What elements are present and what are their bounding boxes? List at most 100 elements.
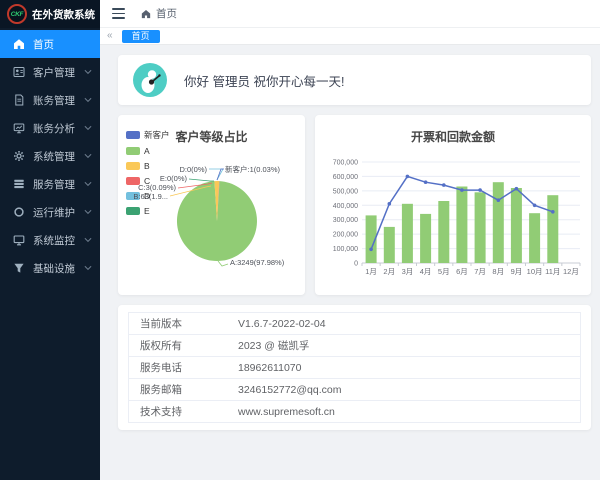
bar-2月[interactable] <box>383 226 395 263</box>
info-row-value: 2023 @ 磁凯孚 <box>238 340 310 352</box>
pie-slice-A[interactable] <box>176 181 257 261</box>
chevron-down-icon <box>84 237 92 243</box>
chevron-down-icon <box>84 125 92 131</box>
sidebar-item-运行维护[interactable]: 运行维护 <box>0 198 100 226</box>
legend-swatch <box>126 147 140 155</box>
y-axis-tick-label: 700,000 <box>333 160 358 167</box>
top-navbar: 首页 <box>100 0 600 28</box>
legend-item-D[interactable]: D <box>126 191 170 201</box>
info-row-label: 服务邮箱 <box>140 384 182 396</box>
sidebar-item-label: 首页 <box>33 38 54 51</box>
bar-7月[interactable] <box>474 192 486 263</box>
sidebar-item-系统管理[interactable]: 系统管理 <box>0 142 100 170</box>
tabs-collapse-icon[interactable]: « <box>107 30 113 41</box>
bar-5月[interactable] <box>438 201 450 263</box>
line-point-10月[interactable] <box>532 203 537 208</box>
info-row-label: 当前版本 <box>140 318 182 330</box>
legend-item-B[interactable]: B <box>126 161 170 171</box>
bar-8月[interactable] <box>492 182 504 263</box>
sidebar-item-账务分析[interactable]: 账务分析 <box>0 114 100 142</box>
greeting-card: 你好 管理员 祝你开心每一天! <box>118 55 591 105</box>
line-point-9月[interactable] <box>514 186 519 191</box>
chevron-down-icon <box>84 209 92 215</box>
table-row: 当前版本 V1.6.7-2022-02-04 <box>129 313 580 334</box>
line-point-1月[interactable] <box>369 247 373 252</box>
y-axis-tick-label: 300,000 <box>333 217 358 224</box>
x-axis-label: 2月 <box>383 267 395 276</box>
line-point-4月[interactable] <box>423 180 428 184</box>
line-point-2月[interactable] <box>387 202 392 206</box>
sidebar-item-系统监控[interactable]: 系统监控 <box>0 226 100 254</box>
x-axis-label: 4月 <box>420 267 432 276</box>
sidebar-item-客户管理[interactable]: 客户管理 <box>0 58 100 86</box>
bar-4月[interactable] <box>420 213 432 263</box>
y-axis-tick-label: 400,000 <box>333 203 358 210</box>
line-point-6月[interactable] <box>460 188 464 192</box>
info-table: 当前版本 V1.6.7-2022-02-04 版权所有 2023 @ 磁凯孚 服务电话 1… <box>128 312 581 423</box>
legend-label: E <box>144 206 150 216</box>
pie-callout-label: E:0(0%) <box>160 174 188 183</box>
line-point-5月[interactable] <box>442 183 446 187</box>
breadcrumb[interactable]: 首页 <box>141 6 177 21</box>
legend-item-A[interactable]: A <box>126 146 170 156</box>
x-axis-label: 5月 <box>438 267 450 276</box>
chevron-down-icon <box>84 265 92 271</box>
ledger-icon <box>13 94 25 106</box>
info-row-label: 版权所有 <box>140 340 182 352</box>
logo-badge-icon: CKF <box>7 4 27 24</box>
line-point-8月[interactable] <box>496 198 501 202</box>
app-logo: CKF 在外货款系统 <box>0 0 100 28</box>
info-row-value: V1.6.7-2022-02-04 <box>238 317 326 330</box>
mascot-icon <box>141 70 161 93</box>
chevron-down-icon <box>84 153 92 159</box>
pie-slice-C[interactable] <box>217 181 220 221</box>
line-point-3月[interactable] <box>405 174 410 179</box>
bar-11月[interactable] <box>547 195 559 263</box>
pie-callout-line <box>216 168 224 181</box>
pie-chart: D:0(0%) 新客户:1(0.03%) E:0(0%)C:3(0.09%)B:63… <box>133 164 285 267</box>
sidebar-item-基础设施[interactable]: 基础设施 <box>0 254 100 282</box>
legend-item-C[interactable]: C <box>126 176 170 186</box>
sidebar-item-服务管理[interactable]: 服务管理 <box>0 170 100 198</box>
bar-3月[interactable] <box>401 203 413 263</box>
legend-item-新客户[interactable]: 新客户 <box>126 129 170 141</box>
bar-9月[interactable] <box>510 188 522 263</box>
legend-swatch <box>126 192 140 200</box>
sidebar-item-账务管理[interactable]: 账务管理 <box>0 86 100 114</box>
line-point-11月[interactable] <box>551 210 555 214</box>
avatar <box>133 63 167 97</box>
bar-1月[interactable] <box>365 215 377 263</box>
bar-10月[interactable] <box>529 213 541 263</box>
tab-home[interactable]: 首页 <box>121 29 160 43</box>
pie-slice-新客户[interactable] <box>217 181 220 221</box>
y-axis-tick-label: 500,000 <box>333 188 358 195</box>
legend-label: A <box>144 146 150 156</box>
bar-6月[interactable] <box>456 186 468 264</box>
main-area: 首页 « 首页 你好 管理员 祝你开心每一天! <box>100 0 600 480</box>
sidebar-item-label: 账务管理 <box>33 94 75 107</box>
table-row: 服务邮箱 3246152772@qq.com <box>129 378 580 400</box>
pie-callout-line <box>217 260 229 267</box>
pie-callout-label: A:3249(97.98%) <box>230 258 285 267</box>
x-axis-label: 10月 <box>527 267 543 276</box>
pie-callout-label: 新客户:1(0.03%) <box>225 164 281 174</box>
y-axis-tick-label: 600,000 <box>333 174 358 181</box>
sidebar-item-label: 账务分析 <box>33 122 75 135</box>
pie-slice-B[interactable] <box>214 180 220 221</box>
pie-chart-card: 新客户 A B C D E 客户等级占比 D:0(0%) 新客户:1(0.03%) E:0(0… <box>118 115 305 295</box>
legend-item-E[interactable]: E <box>126 206 170 216</box>
legend-swatch <box>126 131 140 139</box>
ops-icon <box>13 206 25 218</box>
x-axis-label: 11月 <box>545 267 560 276</box>
sidebar-item-首页[interactable]: 首页 <box>0 30 100 58</box>
legend-label: 新客户 <box>144 130 170 140</box>
table-row: 版权所有 2023 @ 磁凯孚 <box>129 334 580 356</box>
x-axis-label: 12月 <box>563 267 579 276</box>
breadcrumb-home-label: 首页 <box>156 8 177 20</box>
line-point-7月[interactable] <box>478 188 482 192</box>
y-axis-tick-label: 100,000 <box>333 246 358 253</box>
x-axis-label: 8月 <box>492 267 504 276</box>
greeting-message: 你好 管理员 祝你开心每一天! <box>184 74 345 89</box>
infra-icon <box>13 262 25 274</box>
hamburger-menu-icon[interactable] <box>112 8 125 19</box>
